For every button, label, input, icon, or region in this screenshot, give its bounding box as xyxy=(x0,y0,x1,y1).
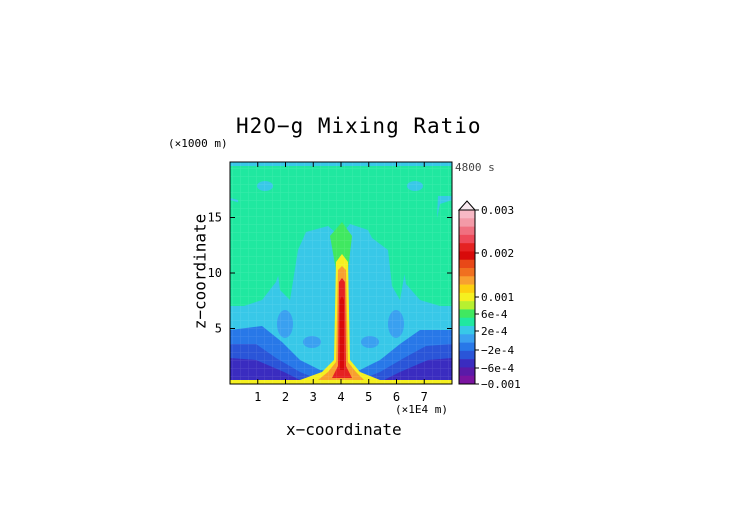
colorbar-segment xyxy=(459,210,475,219)
colorbar-segment xyxy=(459,334,475,343)
colorbar-segment xyxy=(459,226,475,236)
colorbar-segment xyxy=(459,367,475,377)
colorbar-segment xyxy=(459,309,475,319)
z-axis-units: (×1000 m) xyxy=(168,137,228,150)
colorbar-segment xyxy=(459,234,475,244)
colorbar-label: 0.001 xyxy=(481,291,514,304)
x-tick-label: 4 xyxy=(337,390,344,404)
y-tick-label: 15 xyxy=(208,211,222,225)
x-tick-label: 1 xyxy=(254,390,261,404)
colorbar-label: −2e-4 xyxy=(481,344,514,357)
colorbar-segment xyxy=(459,259,475,269)
y-tick-label: 5 xyxy=(215,322,222,336)
x-tick-label: 2 xyxy=(282,390,289,404)
colorbar-segment xyxy=(459,268,475,277)
colorbar-segment xyxy=(459,301,475,310)
colorbar-label: 2e-4 xyxy=(481,325,508,338)
x-ticks: 1 2 3 4 5 6 7 xyxy=(254,162,428,404)
x-tick-label: 6 xyxy=(393,390,400,404)
colorbar-segment xyxy=(459,276,475,285)
colorbar-segment xyxy=(459,251,475,261)
chart-title: H2O−g Mixing Ratio xyxy=(236,114,482,138)
colorbar-label: 0.003 xyxy=(481,204,514,217)
y-tick-label: 10 xyxy=(208,266,222,280)
colorbar-segment xyxy=(459,350,475,360)
colorbar-label: −0.001 xyxy=(481,378,521,391)
x-axis-units: (×1E4 m) xyxy=(395,403,448,416)
x-tick-label: 3 xyxy=(310,390,317,404)
colorbar-label: −6e-4 xyxy=(481,362,514,375)
colorbar: 0.003 0.002 0.001 6e-4 2e-4 −2e-4 −6e-4 −0.001 xyxy=(457,200,521,391)
colorbar-segment xyxy=(459,218,475,227)
colorbar-segment xyxy=(459,342,475,352)
colorbar-segment xyxy=(459,326,475,335)
x-axis-label: x−coordinate xyxy=(286,420,402,439)
colorbar-segment xyxy=(459,284,475,294)
y-ticks: 5 10 15 xyxy=(208,211,452,336)
colorbar-label: 6e-4 xyxy=(481,308,508,321)
time-label: 4800 s xyxy=(455,161,495,174)
colorbar-segment xyxy=(459,292,475,302)
colorbar-top-arrow xyxy=(457,200,477,211)
plot-area: 1 2 3 4 5 6 7 5 10 15 xyxy=(208,161,453,404)
colorbar-label: 0.002 xyxy=(481,247,514,260)
colorbar-segment xyxy=(459,243,475,252)
colorbar-segment xyxy=(459,375,475,385)
colorbar-segment xyxy=(459,359,475,368)
colorbar-segment xyxy=(459,317,475,327)
x-tick-label: 5 xyxy=(365,390,372,404)
x-tick-label: 7 xyxy=(421,390,428,404)
